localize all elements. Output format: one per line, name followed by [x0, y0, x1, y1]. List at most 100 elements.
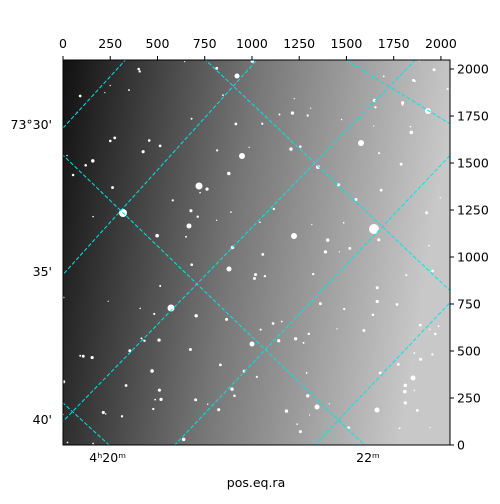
- star: [217, 408, 221, 412]
- x-tick-label: 750: [193, 36, 217, 51]
- star: [195, 182, 203, 190]
- star: [137, 67, 140, 71]
- star: [250, 60, 255, 63]
- x-tick-label: 250: [98, 36, 122, 51]
- star: [155, 233, 159, 238]
- star: [152, 407, 155, 411]
- star: [186, 223, 192, 229]
- star: [371, 313, 375, 317]
- star: [437, 325, 440, 328]
- y-tick-label: 500: [457, 344, 481, 359]
- star: [374, 106, 377, 109]
- x-axis-label: pos.eq.ra: [227, 475, 285, 490]
- star: [298, 430, 302, 434]
- y-tick-label: 1500: [457, 156, 489, 171]
- star: [84, 164, 87, 167]
- star: [308, 414, 311, 416]
- star: [227, 171, 231, 176]
- star: [378, 152, 381, 155]
- star: [284, 409, 289, 413]
- star: [398, 427, 401, 430]
- y-tick-label: 1750: [457, 109, 489, 124]
- star: [92, 442, 95, 445]
- star: [171, 199, 174, 202]
- star: [259, 328, 262, 331]
- star: [323, 250, 328, 254]
- star: [409, 130, 414, 135]
- star: [188, 348, 192, 352]
- star: [261, 122, 264, 125]
- star: [396, 362, 400, 366]
- star: [382, 75, 385, 78]
- star: [239, 153, 245, 159]
- star: [403, 401, 407, 405]
- grid-line: [174, 154, 450, 445]
- star: [425, 211, 429, 215]
- star: [369, 224, 379, 234]
- star: [138, 70, 141, 73]
- coordinate-grid: [63, 60, 450, 445]
- plot-frame: [62, 59, 451, 446]
- star: [401, 101, 405, 105]
- x-tick-label: 1000: [236, 36, 268, 51]
- star: [184, 60, 186, 63]
- star: [271, 322, 275, 325]
- star: [263, 274, 267, 278]
- star: [412, 78, 415, 82]
- star: [306, 394, 310, 398]
- star: [157, 338, 161, 342]
- star: [429, 426, 431, 429]
- star: [338, 251, 340, 253]
- star: [306, 114, 309, 117]
- star: [277, 339, 281, 343]
- star: [157, 388, 161, 392]
- y-tick-label: 1250: [457, 203, 489, 218]
- star: [81, 354, 85, 358]
- star: [159, 284, 162, 287]
- star: [415, 408, 419, 412]
- star: [439, 197, 442, 199]
- star: [66, 441, 69, 444]
- star: [79, 354, 82, 357]
- star: [340, 118, 343, 121]
- star: [189, 209, 193, 213]
- star: [419, 357, 423, 361]
- grid-line: [345, 60, 450, 125]
- ra-label: 4ʰ20ᵐ: [89, 450, 126, 465]
- star: [296, 423, 298, 425]
- x-tick-label: 0: [59, 36, 67, 51]
- star: [104, 92, 106, 94]
- star: [328, 403, 330, 405]
- y-tick-label: 2000: [457, 62, 489, 77]
- x-tick-label: 1500: [331, 36, 363, 51]
- grid-line: [314, 301, 450, 445]
- x-tick-label: 2000: [425, 36, 457, 51]
- star: [108, 139, 112, 143]
- star: [413, 389, 416, 392]
- star: [377, 238, 381, 242]
- star: [92, 215, 94, 218]
- star: [410, 375, 416, 381]
- ra-label: 22ᵐ: [356, 450, 380, 465]
- star: [150, 369, 154, 373]
- star: [253, 273, 258, 277]
- star: [154, 398, 157, 401]
- star: [278, 113, 281, 116]
- grid-line: [204, 60, 450, 292]
- star: [379, 188, 383, 192]
- star: [124, 384, 128, 387]
- star: [141, 150, 145, 154]
- star: [233, 394, 236, 398]
- star: [219, 363, 222, 367]
- dec-label: 73°30': [11, 117, 53, 132]
- star: [253, 276, 256, 280]
- star: [405, 274, 408, 277]
- star: [293, 337, 298, 341]
- grid-line: [63, 60, 258, 276]
- star: [409, 125, 412, 128]
- star: [325, 238, 330, 242]
- star: [167, 304, 175, 312]
- star: [316, 165, 320, 169]
- star: [374, 407, 380, 413]
